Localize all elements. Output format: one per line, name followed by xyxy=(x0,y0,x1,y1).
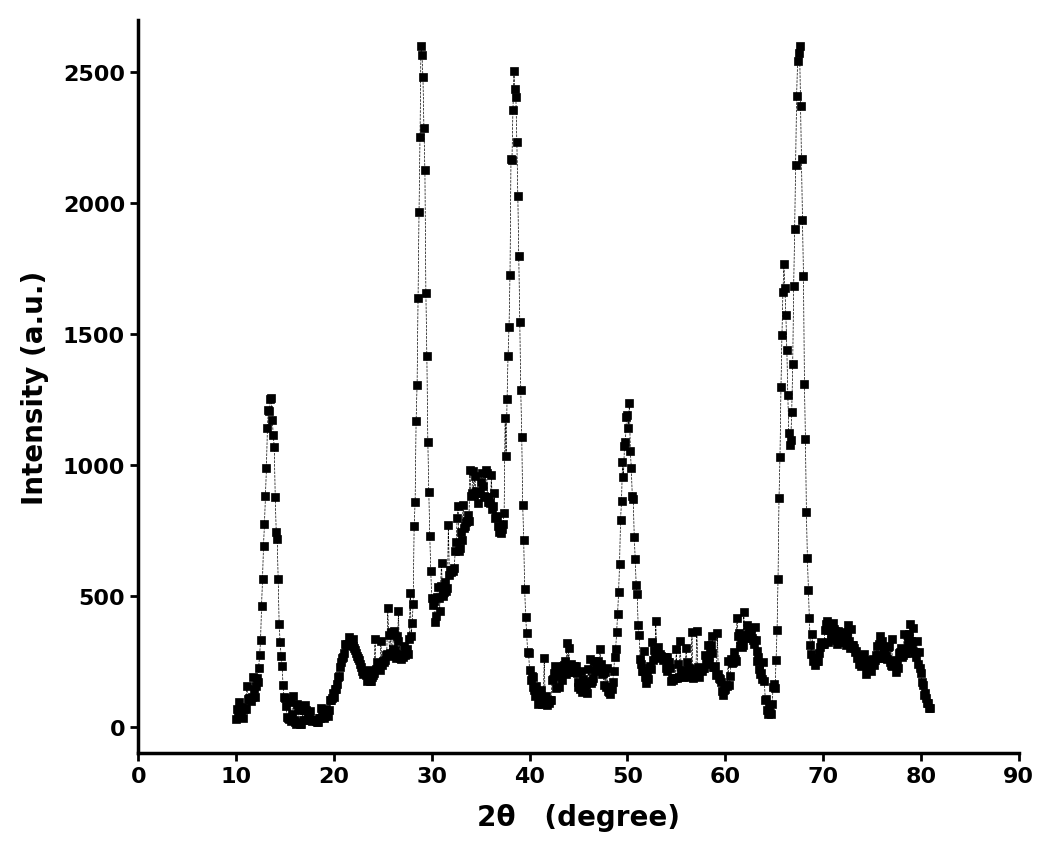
X-axis label: 2θ   (degree): 2θ (degree) xyxy=(477,803,680,832)
Y-axis label: Intensity (a.u.): Intensity (a.u.) xyxy=(21,270,49,504)
